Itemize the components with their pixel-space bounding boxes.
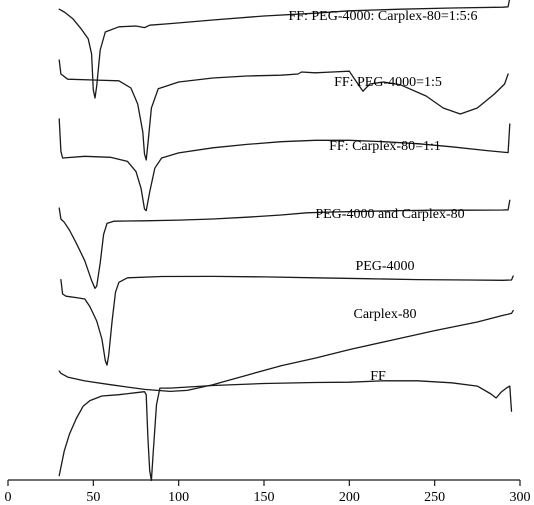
series-ff-carplex-1-1-line	[58, 118, 511, 212]
series-ff-peg-carplex-1-5-6-line	[58, 0, 511, 99]
series-peg-4000-label: PEG-4000	[355, 259, 414, 274]
x-tick-label-250: 250	[424, 490, 445, 505]
x-tick-label-150: 150	[254, 490, 275, 505]
x-tick-label-50: 50	[86, 490, 100, 505]
series-ff-peg-1-5-label: FF: PEG-4000=1:5	[334, 75, 442, 90]
x-tick-label-200: 200	[339, 490, 360, 505]
series-ff-peg-carplex-1-5-6-label: FF: PEG-4000: Carplex-80=1:5:6	[288, 9, 477, 24]
curves-group	[58, 0, 514, 482]
series-ff-peg-1-5-line	[58, 59, 509, 161]
x-tick-label-300: 300	[510, 490, 531, 505]
series-ff-line	[58, 380, 513, 482]
series-peg-and-carplex-line	[58, 199, 511, 289]
x-tick-label-100: 100	[168, 490, 189, 505]
series-peg-4000-line	[60, 275, 514, 366]
x-tick-label-0: 0	[5, 490, 12, 505]
curve-labels-group: FF: PEG-4000: Carplex-80=1:5:6 FF: PEG-40…	[288, 9, 477, 384]
series-peg-and-carplex-label: PEG-4000 and Carplex-80	[315, 207, 464, 222]
series-carplex-80-label: Carplex-80	[354, 307, 417, 322]
series-carplex-80-line	[58, 309, 514, 393]
x-axis: 0 50 100 150 200 250 300	[5, 479, 531, 505]
series-ff-label: FF	[370, 369, 386, 384]
series-ff-carplex-1-1-label: FF: Carplex-80=1:1	[329, 139, 441, 154]
